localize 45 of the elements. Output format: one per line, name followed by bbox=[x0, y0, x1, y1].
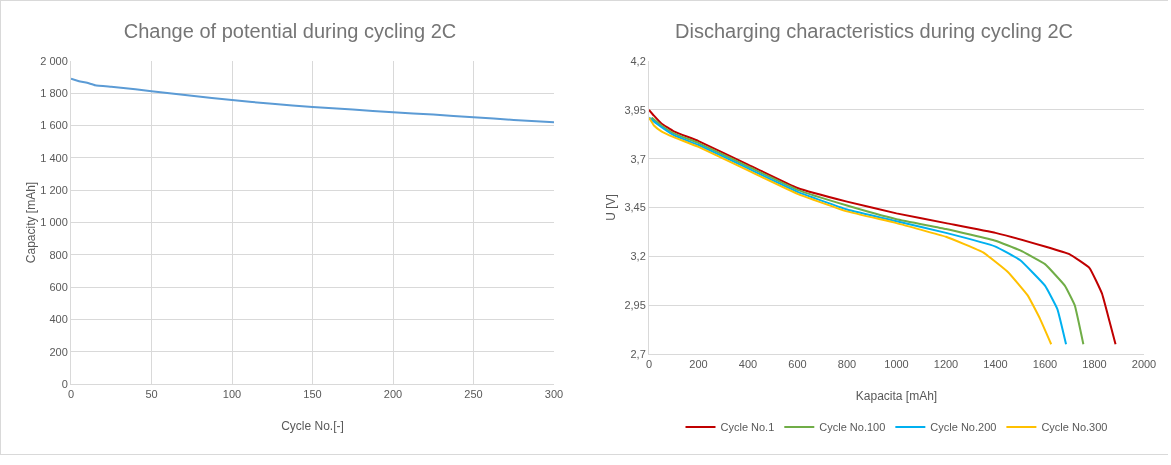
x-tick-label: 1800 bbox=[1082, 358, 1107, 371]
y-tick-label: 2,95 bbox=[624, 299, 646, 312]
legend-label: Cycle No.100 bbox=[819, 421, 886, 434]
x-axis-title: Kapacita [mAh] bbox=[855, 389, 938, 403]
y-tick-label: 0 bbox=[61, 377, 68, 390]
x-tick-label: 800 bbox=[837, 358, 857, 371]
y-tick-label: 2,7 bbox=[630, 347, 646, 360]
y-tick-label: 600 bbox=[49, 280, 68, 293]
x-tick-label: 300 bbox=[544, 388, 564, 401]
y-axis-title: U [V] bbox=[604, 194, 618, 221]
x-tick-label: 2000 bbox=[1131, 358, 1157, 371]
x-axis-title: Cycle No.[-] bbox=[281, 419, 344, 433]
y-tick-label: 1 600 bbox=[40, 119, 68, 132]
x-tick-label: 600 bbox=[788, 358, 807, 371]
x-tick-label: 200 bbox=[689, 358, 708, 371]
y-tick-label: 3,95 bbox=[624, 103, 646, 116]
x-tick-label: 1400 bbox=[983, 358, 1008, 371]
y-tick-label: 1 000 bbox=[40, 216, 68, 229]
line-series bbox=[71, 77, 554, 124]
y-tick-label: 800 bbox=[49, 248, 68, 261]
x-tick-label: 400 bbox=[738, 358, 758, 371]
y-tick-label: 3,45 bbox=[624, 201, 646, 214]
x-tick-label: 200 bbox=[383, 388, 403, 401]
y-tick-label: 2 000 bbox=[40, 54, 68, 67]
x-tick-label: 1000 bbox=[884, 358, 909, 371]
legend-label: Cycle No.200 bbox=[930, 421, 997, 434]
y-tick-label: 1 400 bbox=[40, 151, 68, 164]
legend-label: Cycle No.300 bbox=[1041, 421, 1108, 434]
x-tick-label: 1200 bbox=[933, 358, 959, 371]
y-axis-title: Capacity [mAh] bbox=[24, 181, 39, 264]
x-tick-label: 250 bbox=[464, 388, 483, 401]
y-tick-label: 1 200 bbox=[40, 184, 68, 197]
y-tick-label: 4,2 bbox=[630, 54, 646, 67]
y-tick-label: 400 bbox=[49, 313, 68, 326]
x-tick-label: 100 bbox=[222, 388, 242, 401]
y-tick-label: 200 bbox=[49, 345, 68, 358]
chart-title: Discharging characteristics during cycling 2C bbox=[675, 19, 1073, 42]
x-tick-label: 1600 bbox=[1032, 358, 1058, 371]
y-tick-label: 1 800 bbox=[40, 87, 68, 100]
chart-title: Change of potential during cycling 2C bbox=[123, 19, 457, 42]
legend-label: Cycle No.1 bbox=[720, 421, 775, 434]
x-tick-label: 50 bbox=[145, 388, 158, 401]
y-tick-label: 3,2 bbox=[630, 250, 646, 263]
y-tick-label: 3,7 bbox=[630, 152, 646, 165]
x-tick-label: 150 bbox=[303, 388, 322, 401]
